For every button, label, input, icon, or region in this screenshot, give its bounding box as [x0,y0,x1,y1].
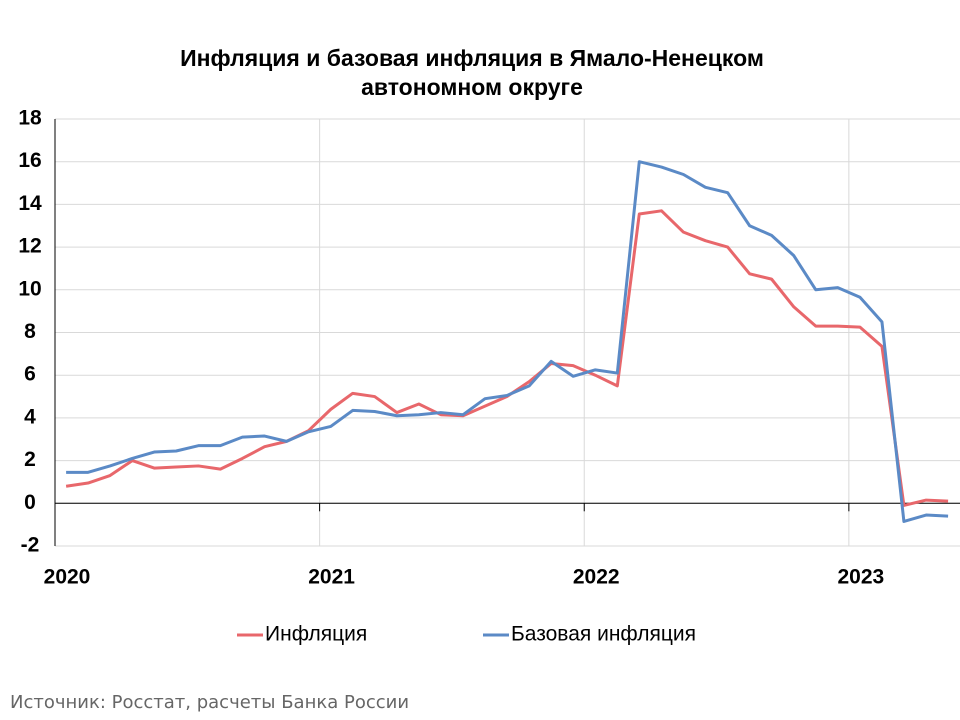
chart: -2 0 2 4 6 8 10 12 14 16 18 2020 2021 2022 2023 Инфляци… [18,107,960,646]
y-tick-label: 8 [24,320,36,343]
chart-title: Инфляция и базовая инфляция в Ямало-Нене… [180,45,764,100]
y-tick-label: 18 [18,107,42,130]
x-tick-label: 2022 [573,566,620,589]
y-tick-label: 4 [24,405,36,428]
y-tick-label: 0 [24,491,36,514]
series-line [65,209,949,507]
y-tick-label: 2 [24,448,36,471]
y-tick-label: -2 [21,534,40,557]
y-tick-label: 10 [18,277,41,300]
legend-label: Базовая инфляция [511,623,696,646]
y-tick-label: 14 [18,192,42,215]
y-tick-label: 12 [18,235,41,258]
source-note: Источник: Росстат, расчеты Банка России [10,692,410,713]
x-tick-label: 2021 [308,566,355,589]
y-tick-label: 6 [24,363,36,386]
series-line [66,160,949,523]
legend-label: Инфляция [265,623,367,646]
x-tick-label: 2023 [838,566,885,589]
x-tick-label: 2020 [44,566,91,589]
y-tick-label: 16 [18,149,41,172]
